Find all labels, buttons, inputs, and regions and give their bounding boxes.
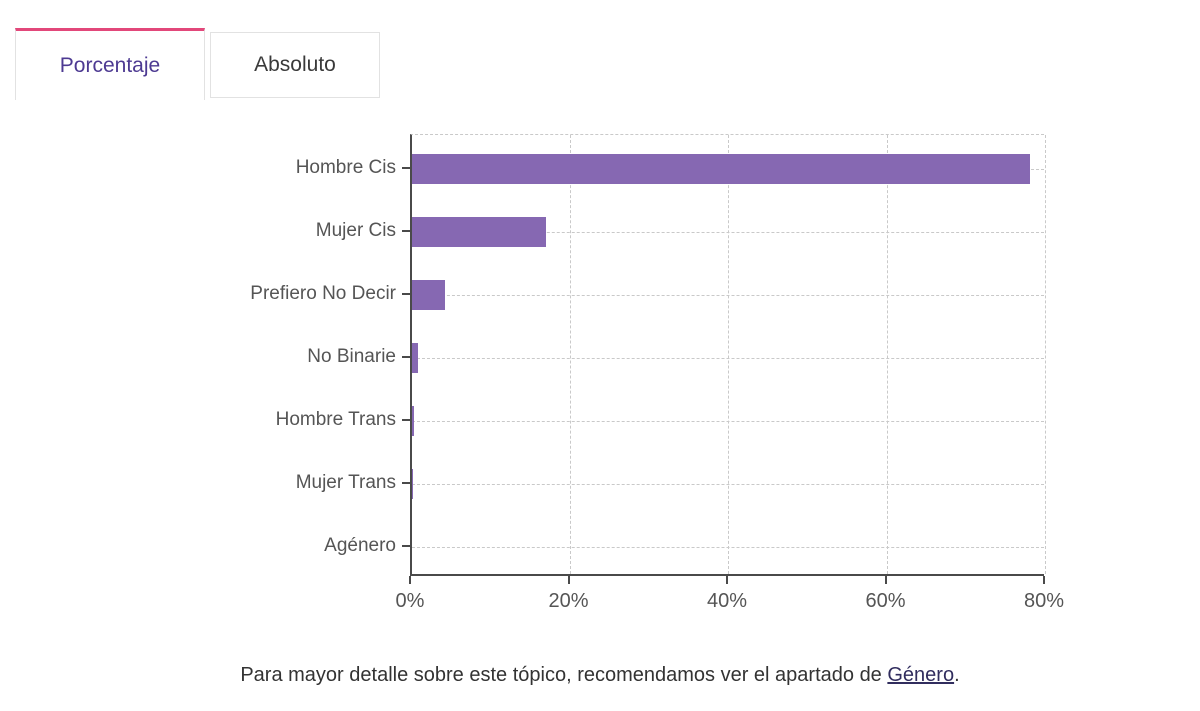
category-label: Agénero xyxy=(324,535,396,556)
plot-area xyxy=(410,134,1046,576)
x-tick-label: 40% xyxy=(706,590,748,612)
bar xyxy=(412,343,418,373)
tab-porcentaje-label: Porcentaje xyxy=(59,53,161,77)
footer-note: Para mayor detalle sobre este tópico, re… xyxy=(0,664,1200,687)
category-label: Mujer Cis xyxy=(315,220,396,241)
x-axis-tick xyxy=(1043,576,1045,584)
x-tick-label: 60% xyxy=(865,590,906,612)
genero-link[interactable]: Género xyxy=(887,664,955,686)
vertical-gridline xyxy=(569,135,571,574)
tab-porcentaje[interactable]: Porcentaje xyxy=(15,28,205,100)
vertical-gridline xyxy=(1045,135,1046,574)
category-label: Prefiero No Decir xyxy=(250,283,396,304)
horizontal-gridline xyxy=(412,547,1044,548)
y-axis-tick xyxy=(402,167,410,169)
x-axis-tick xyxy=(567,576,570,584)
y-axis-tick xyxy=(402,293,410,295)
y-axis-tick xyxy=(402,482,410,484)
vertical-gridline xyxy=(728,135,729,574)
tab-absoluto-label: Absoluto xyxy=(254,53,336,76)
y-axis-tick xyxy=(402,230,410,232)
x-tick-label: 20% xyxy=(548,590,589,612)
category-label: Hombre Cis xyxy=(295,157,396,178)
bar xyxy=(412,280,446,310)
y-axis-tick xyxy=(402,356,410,358)
horizontal-gridline xyxy=(412,358,1044,359)
category-label: Hombre Trans xyxy=(275,409,396,430)
horizontal-gridline xyxy=(412,421,1044,422)
tab-absoluto[interactable]: Absoluto xyxy=(210,32,380,98)
footer-text-after: . xyxy=(954,664,960,686)
y-axis-tick xyxy=(402,545,410,547)
x-tick-label: 80% xyxy=(1023,590,1065,612)
x-tick-label: 0% xyxy=(395,590,425,612)
bar xyxy=(412,406,415,436)
horizontal-gridline xyxy=(412,232,1044,233)
y-axis-tick xyxy=(402,419,410,421)
horizontal-gridline xyxy=(412,295,1044,296)
x-axis-tick xyxy=(409,576,411,584)
x-axis-tick xyxy=(726,576,728,584)
vertical-gridline xyxy=(886,135,888,574)
bar xyxy=(412,217,546,247)
category-label: Mujer Trans xyxy=(295,472,396,493)
x-axis-tick xyxy=(884,576,887,584)
horizontal-gridline xyxy=(412,484,1044,485)
bar xyxy=(412,154,1031,184)
bar xyxy=(412,469,414,499)
category-label: No Binarie xyxy=(307,346,396,367)
footer-text-before: Para mayor detalle sobre este tópico, re… xyxy=(240,664,888,686)
